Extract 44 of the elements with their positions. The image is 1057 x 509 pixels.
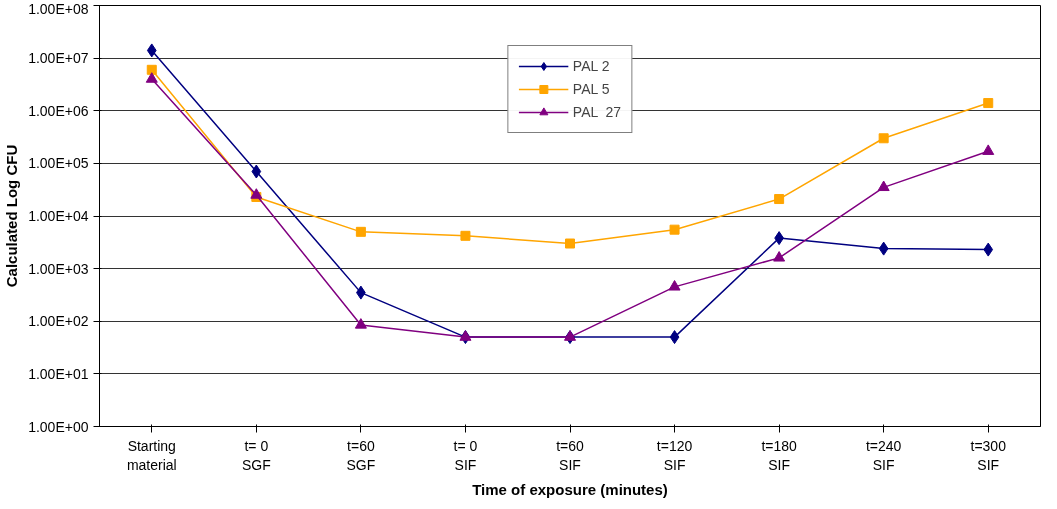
- point: [668, 280, 681, 291]
- y-axis-title: Calculated Log CFU: [3, 144, 21, 288]
- point: [146, 64, 157, 75]
- point: [354, 318, 367, 329]
- point: [459, 330, 472, 341]
- x-tick-label: t=240 SIF: [865, 437, 902, 473]
- x-tick-label: t=180 SIF: [761, 437, 798, 473]
- point: [669, 330, 680, 345]
- point: [774, 194, 785, 205]
- point: [145, 72, 158, 83]
- x-tick-label: t= 0 SGF: [241, 437, 271, 473]
- y-tick-label: 1.00E+05: [28, 155, 89, 172]
- legend-label: PAL 27: [572, 104, 622, 120]
- y-tick-label: 1.00E+08: [28, 0, 89, 17]
- y-tick-label: 1.00E+00: [28, 418, 89, 435]
- point: [669, 224, 680, 235]
- y-tick-label: 1.00E+06: [28, 102, 89, 119]
- y-tick-label: 1.00E+01: [28, 365, 89, 382]
- point: [355, 226, 366, 237]
- x-tick-label: t= 0 SIF: [453, 437, 478, 473]
- y-tick-label: 1.00E+07: [28, 50, 89, 67]
- x-tick-label: t=120 SIF: [656, 437, 693, 473]
- x-tick-label: t=60 SIF: [556, 437, 585, 473]
- x-tick-label: t=300 SIF: [970, 437, 1007, 473]
- x-axis-title: Time of exposure (minutes): [472, 480, 668, 498]
- y-tick-label: 1.00E+02: [28, 313, 89, 330]
- y-tick-label: 1.00E+03: [28, 260, 89, 277]
- point: [878, 133, 889, 144]
- x-tick-label: t=60 SGF: [346, 437, 376, 473]
- point: [460, 230, 471, 241]
- legend-label: PAL 5: [572, 81, 610, 97]
- point: [877, 180, 890, 192]
- point: [878, 241, 889, 256]
- legend-label: PAL 2: [572, 58, 610, 74]
- point: [982, 144, 995, 155]
- x-tick-label: Starting material: [126, 437, 177, 473]
- point: [983, 242, 994, 257]
- point: [564, 330, 576, 341]
- point: [773, 251, 786, 262]
- point: [146, 43, 157, 58]
- point: [251, 164, 262, 179]
- y-tick-label: 1.00E+04: [28, 208, 89, 224]
- point: [565, 238, 575, 249]
- point: [983, 98, 994, 109]
